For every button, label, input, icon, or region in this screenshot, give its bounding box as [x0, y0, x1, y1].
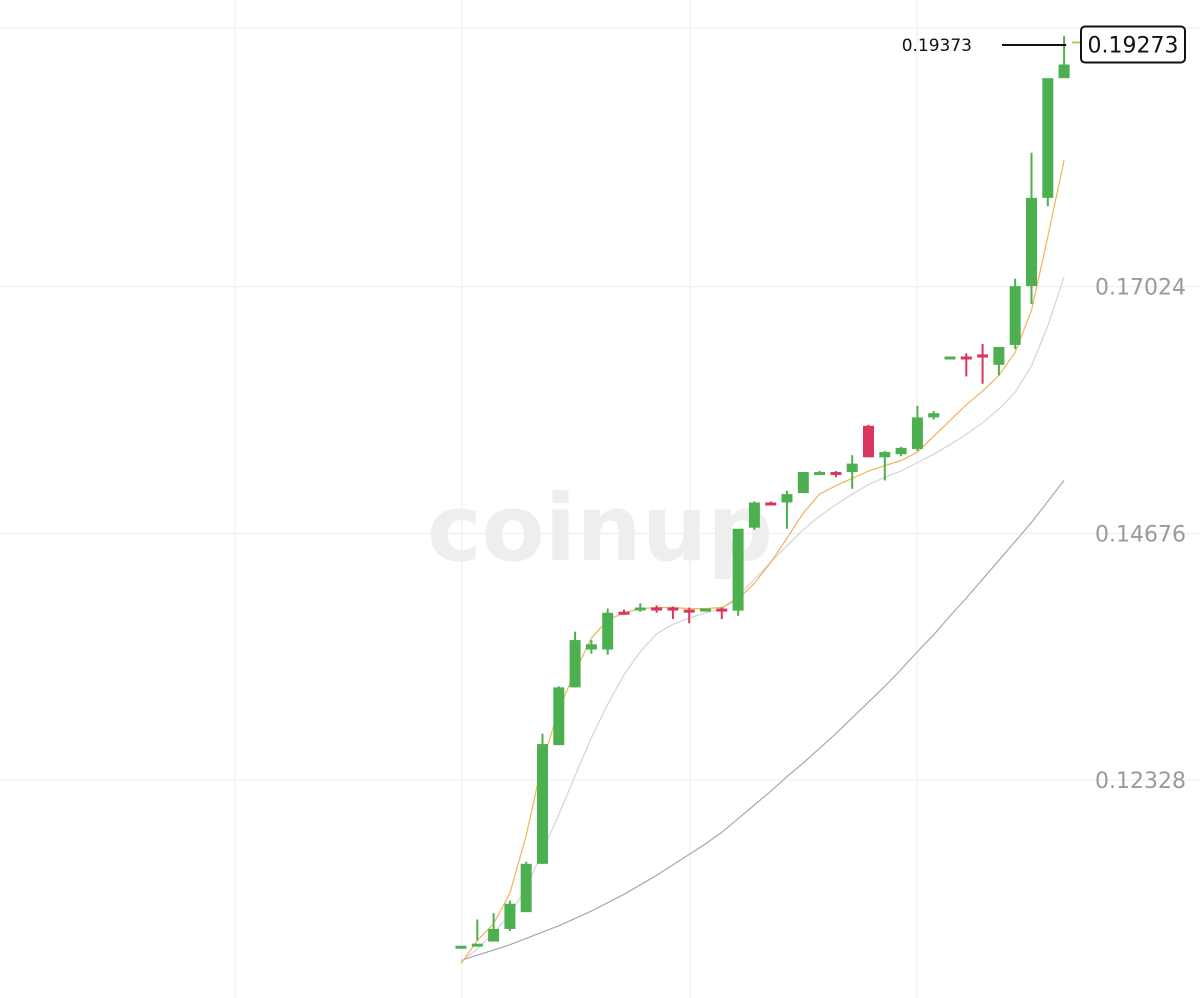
candle-body: [569, 640, 581, 688]
candle: [651, 605, 663, 613]
high-marker: 0.19373: [902, 36, 1067, 56]
candle-body: [928, 413, 940, 418]
candle: [781, 490, 793, 529]
candle-body: [732, 528, 744, 611]
candle: [520, 861, 532, 913]
candle-body: [1009, 286, 1021, 345]
candle-body: [960, 356, 972, 360]
candle: [797, 472, 809, 494]
current-price-box: [1080, 25, 1186, 64]
candle: [830, 470, 842, 478]
candle: [553, 686, 565, 746]
candle-body: [863, 425, 874, 458]
candle: [944, 356, 956, 360]
candle: [700, 608, 711, 612]
current-price-label: 0.19273: [1088, 34, 1179, 59]
candle-body: [765, 502, 777, 506]
candle-body: [471, 943, 483, 947]
candle: [667, 606, 679, 620]
candle: [846, 455, 858, 489]
candle: [911, 405, 923, 452]
candle: [716, 607, 728, 620]
candle: [993, 347, 1005, 376]
candle: [1058, 36, 1070, 79]
candle: [471, 919, 483, 947]
candle: [960, 353, 972, 377]
candle-body: [944, 356, 956, 360]
candle: [634, 603, 646, 612]
y-tick-label: 0.12328: [1095, 769, 1186, 794]
candle: [814, 470, 826, 476]
candle: [732, 528, 744, 616]
candle-body: [1042, 78, 1054, 198]
candle-body: [781, 494, 793, 503]
candle-body: [488, 928, 500, 942]
high-price-label: 0.19373: [902, 36, 972, 56]
candle: [928, 411, 940, 420]
candle: [977, 343, 989, 384]
candle: [1042, 78, 1054, 207]
candle-body: [537, 744, 548, 864]
candle-body: [911, 417, 923, 449]
candle-body: [602, 612, 614, 650]
candle-body: [455, 945, 467, 949]
candle: [488, 913, 500, 942]
candle-body: [716, 608, 728, 612]
candle-body: [700, 608, 711, 612]
current-price-tag[interactable]: 0.19273: [1080, 25, 1186, 64]
candle: [748, 501, 760, 530]
candle-body: [830, 472, 842, 476]
y-tick-label: 0.17024: [1095, 276, 1186, 301]
candle: [895, 446, 907, 457]
candle-body: [634, 607, 646, 611]
candle-body: [553, 687, 565, 746]
candle-body: [879, 452, 891, 458]
candle-body: [504, 903, 516, 929]
ma-mid-line: [460, 276, 1065, 962]
candle: [602, 608, 614, 655]
candle: [863, 424, 874, 458]
candle: [618, 609, 630, 615]
candle-body: [585, 644, 597, 650]
candle-body: [846, 463, 858, 473]
candle-body: [520, 863, 532, 913]
candle-body: [993, 347, 1005, 365]
candle: [569, 631, 581, 688]
candle: [683, 607, 695, 624]
candle-body: [651, 607, 663, 611]
candle-body: [683, 609, 695, 613]
candle-body: [667, 607, 679, 611]
candle-body: [748, 502, 760, 528]
candle: [585, 640, 597, 654]
candle-body: [1026, 197, 1037, 287]
candle: [765, 501, 777, 506]
watermark-logo: coinup: [427, 475, 773, 582]
ma-slow-line: [460, 480, 1065, 962]
candle-body: [814, 472, 826, 476]
candlesticks: [455, 36, 1070, 949]
candle: [1009, 278, 1021, 350]
candle-body: [1058, 64, 1070, 79]
y-tick-label: 0.14676: [1095, 522, 1186, 547]
candle: [455, 945, 467, 949]
candle: [1026, 152, 1037, 304]
candle-body: [977, 354, 989, 358]
candle: [537, 733, 548, 864]
candle-body: [797, 472, 809, 494]
candle: [879, 451, 891, 481]
candle: [504, 900, 516, 932]
candle-body: [895, 447, 907, 455]
candle-body: [618, 611, 630, 615]
